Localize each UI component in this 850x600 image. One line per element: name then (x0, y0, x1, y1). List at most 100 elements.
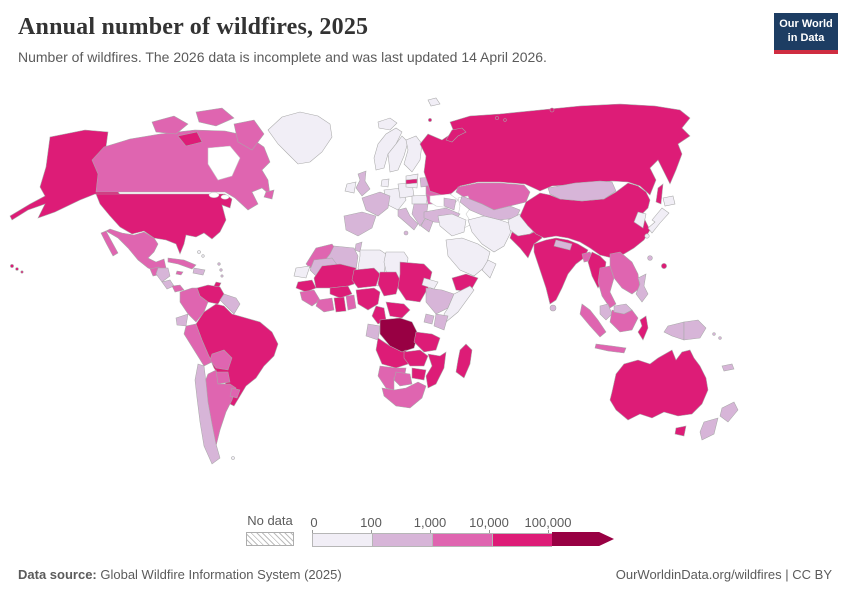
country-java[interactable] (594, 343, 627, 354)
country-indochina[interactable] (609, 251, 641, 295)
legend-swatch-100-1000[interactable] (372, 533, 432, 547)
country-arctic-islands[interactable] (151, 115, 189, 135)
country-nigeria[interactable] (355, 287, 381, 311)
country-guinea[interactable] (299, 289, 321, 307)
country-baffin-island[interactable] (233, 119, 265, 151)
country-iraq-syria[interactable] (437, 213, 467, 237)
country-australia[interactable] (609, 349, 709, 421)
country-new-zealand[interactable] (699, 417, 719, 441)
country-latvia[interactable] (405, 178, 418, 185)
country-ivory-coast[interactable] (315, 297, 335, 313)
country-central-african-republic[interactable] (385, 301, 411, 319)
legend-no-data[interactable]: No data (246, 513, 294, 546)
country-svalbard[interactable] (427, 97, 441, 107)
country-colombia[interactable] (179, 287, 209, 323)
country-hawaii[interactable] (15, 267, 19, 271)
country-victoria-island[interactable] (177, 131, 203, 147)
country-chad[interactable] (377, 271, 401, 297)
country-paraguay[interactable] (215, 371, 231, 385)
country-lesser-antilles[interactable] (220, 274, 224, 278)
country-india[interactable] (533, 237, 589, 305)
country-uk[interactable] (355, 170, 371, 197)
country-ghana[interactable] (333, 296, 347, 313)
country-bolivia[interactable] (209, 349, 233, 371)
country-new-guinea-west[interactable] (663, 321, 685, 341)
country-niger[interactable] (351, 267, 381, 289)
country-solomon-islands[interactable] (712, 332, 716, 336)
country-taiwan[interactable] (647, 255, 653, 261)
country-guyanas[interactable] (219, 293, 241, 315)
country-malaysia[interactable] (599, 303, 613, 321)
country-franz-josef[interactable] (428, 118, 432, 122)
country-sumatra[interactable] (579, 303, 607, 338)
country-sri-lanka[interactable] (549, 304, 557, 312)
country-botswana[interactable] (393, 371, 413, 387)
country-tasmania[interactable] (674, 425, 687, 437)
country-italy[interactable] (397, 207, 419, 231)
country-france[interactable] (361, 191, 391, 217)
country-sulawesi[interactable] (637, 315, 649, 341)
country-chile[interactable] (194, 363, 221, 465)
legend-swatch-0-100[interactable] (312, 533, 372, 547)
country-finland[interactable] (403, 135, 423, 173)
legend-swatch-100000-plus[interactable] (552, 532, 614, 546)
country-drc[interactable] (379, 317, 419, 353)
country-japan[interactable] (647, 207, 670, 234)
country-burkina-faso[interactable] (329, 285, 353, 299)
country-norway[interactable] (373, 127, 403, 171)
country-senegal[interactable] (295, 279, 317, 293)
country-solomon-islands[interactable] (718, 336, 722, 340)
country-nepal[interactable] (553, 239, 573, 251)
country-madagascar[interactable] (455, 343, 473, 379)
country-somalia[interactable] (443, 285, 475, 323)
country-cuba[interactable] (167, 257, 197, 270)
country-falklands[interactable] (231, 456, 235, 460)
country-hawaii[interactable] (20, 270, 24, 274)
country-ireland[interactable] (344, 181, 357, 194)
country-philippines[interactable] (635, 273, 649, 303)
country-namibia[interactable] (377, 365, 407, 391)
country-russia[interactable] (419, 103, 691, 197)
country-bahamas[interactable] (201, 254, 205, 258)
country-zimbabwe[interactable] (411, 367, 427, 381)
country-uruguay[interactable] (229, 387, 241, 399)
country-tanzania[interactable] (413, 331, 441, 353)
country-togo-benin[interactable] (345, 294, 357, 311)
country-severnaya[interactable] (549, 107, 555, 113)
country-angola[interactable] (375, 337, 409, 369)
owid-logo[interactable]: Our World in Data (774, 13, 838, 54)
country-hainan[interactable] (661, 263, 667, 269)
country-new-zealand[interactable] (719, 401, 739, 423)
country-denmark[interactable] (380, 178, 390, 188)
country-japan[interactable] (644, 233, 650, 239)
country-borneo-malaysia[interactable] (613, 303, 633, 315)
country-costa-rica[interactable] (161, 279, 175, 290)
country-south-africa[interactable] (381, 381, 427, 409)
country-iceland[interactable] (377, 117, 398, 131)
country-panama[interactable] (171, 284, 185, 293)
country-oman[interactable] (481, 259, 497, 279)
country-iran[interactable] (467, 215, 513, 253)
country-lesser-antilles[interactable] (219, 268, 223, 272)
country-kenya[interactable] (433, 313, 449, 331)
country-novaya-zemlya[interactable] (445, 127, 467, 143)
country-mongolia[interactable] (547, 180, 617, 202)
country-ecuador[interactable] (175, 313, 189, 327)
country-arctic-islands-ru[interactable] (503, 118, 507, 122)
country-western-sahara[interactable] (293, 265, 311, 279)
country-gabon-congo[interactable] (365, 323, 381, 341)
country-honduras-nicaragua[interactable] (155, 267, 171, 283)
country-jamaica[interactable] (175, 270, 184, 276)
country-usa[interactable] (95, 193, 233, 255)
country-bahamas[interactable] (197, 250, 201, 254)
country-mozambique[interactable] (425, 351, 447, 389)
country-sudan[interactable] (397, 261, 433, 303)
legend-swatch-1000-10000[interactable] (432, 533, 492, 547)
country-korea[interactable] (633, 211, 647, 229)
country-caucasus[interactable] (443, 197, 457, 211)
legend-color-scale[interactable]: 0 100 1,000 10,000 100,000 (310, 515, 614, 547)
country-mexico[interactable] (105, 228, 167, 273)
country-hispaniola[interactable] (192, 267, 206, 276)
country-central-europe[interactable] (411, 194, 429, 205)
country-uganda[interactable] (423, 313, 435, 325)
